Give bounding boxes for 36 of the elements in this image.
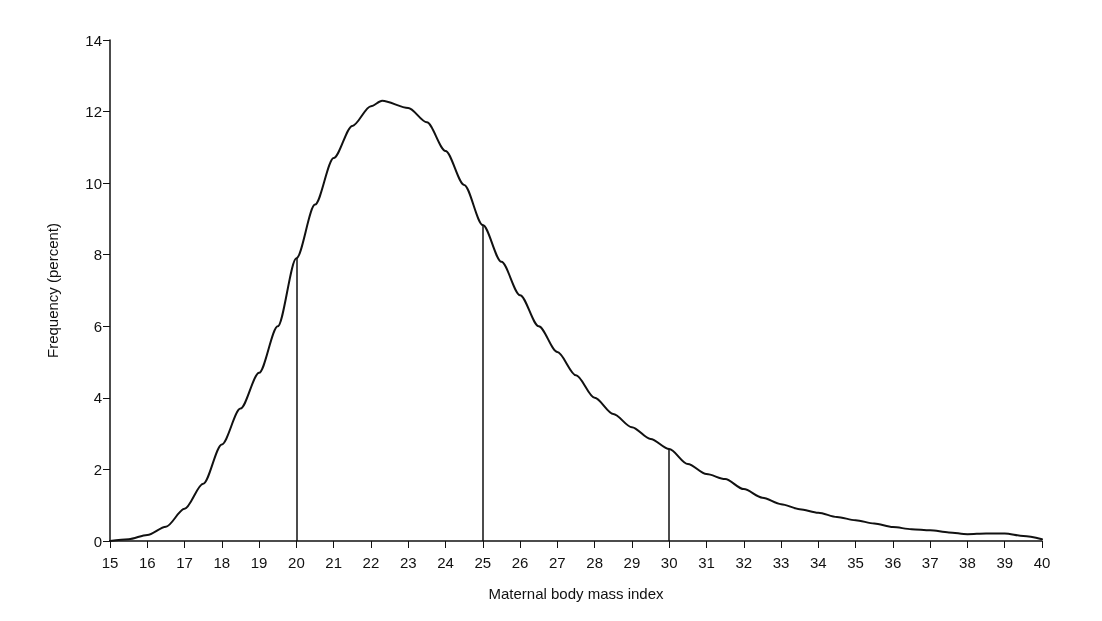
x-tick-label: 18 [213,554,231,571]
y-tick-label: 0 [93,532,102,550]
y-tick-label: 6 [93,317,102,335]
y-tick-label: 4 [93,389,102,407]
x-tick-label: 29 [623,554,641,571]
x-tick-label: 16 [138,554,156,571]
x-tick-label: 30 [660,554,678,571]
x-tick-label: 34 [809,554,827,571]
y-tick-label: 14 [85,31,102,49]
x-tick-label: 26 [511,554,529,571]
x-tick-label: 39 [996,554,1014,571]
x-tick-label: 33 [772,554,790,571]
y-tick-label: 10 [85,174,102,192]
x-tick-label: 24 [437,554,454,571]
x-tick-label: 19 [250,554,268,571]
x-tick-label: 40 [1033,554,1051,571]
x-tick-label: 36 [884,554,902,571]
x-tick-label: 27 [549,554,566,571]
x-axis-title: Maternal body mass index [488,585,665,602]
y-axis-title: Frequency (percent) [44,222,61,359]
y-tick-label: 12 [85,103,102,121]
x-tick-label: 25 [474,554,492,571]
x-tick-label: 31 [698,554,715,571]
x-tick-label: 20 [288,554,305,571]
x-tick-label: 23 [399,554,417,571]
x-tick-label: 38 [959,554,976,571]
x-tick-label: 35 [847,554,864,571]
x-tick-label: 15 [101,554,119,571]
x-tick-label: 28 [586,554,603,571]
x-tick-label: 17 [176,554,193,571]
x-tick-label: 21 [325,554,343,571]
y-tick-label: 8 [93,246,102,264]
y-tick-label: 2 [93,460,102,478]
x-tick-label: 32 [735,554,753,571]
x-tick-label: 22 [362,554,380,571]
x-tick-label: 37 [921,554,939,571]
